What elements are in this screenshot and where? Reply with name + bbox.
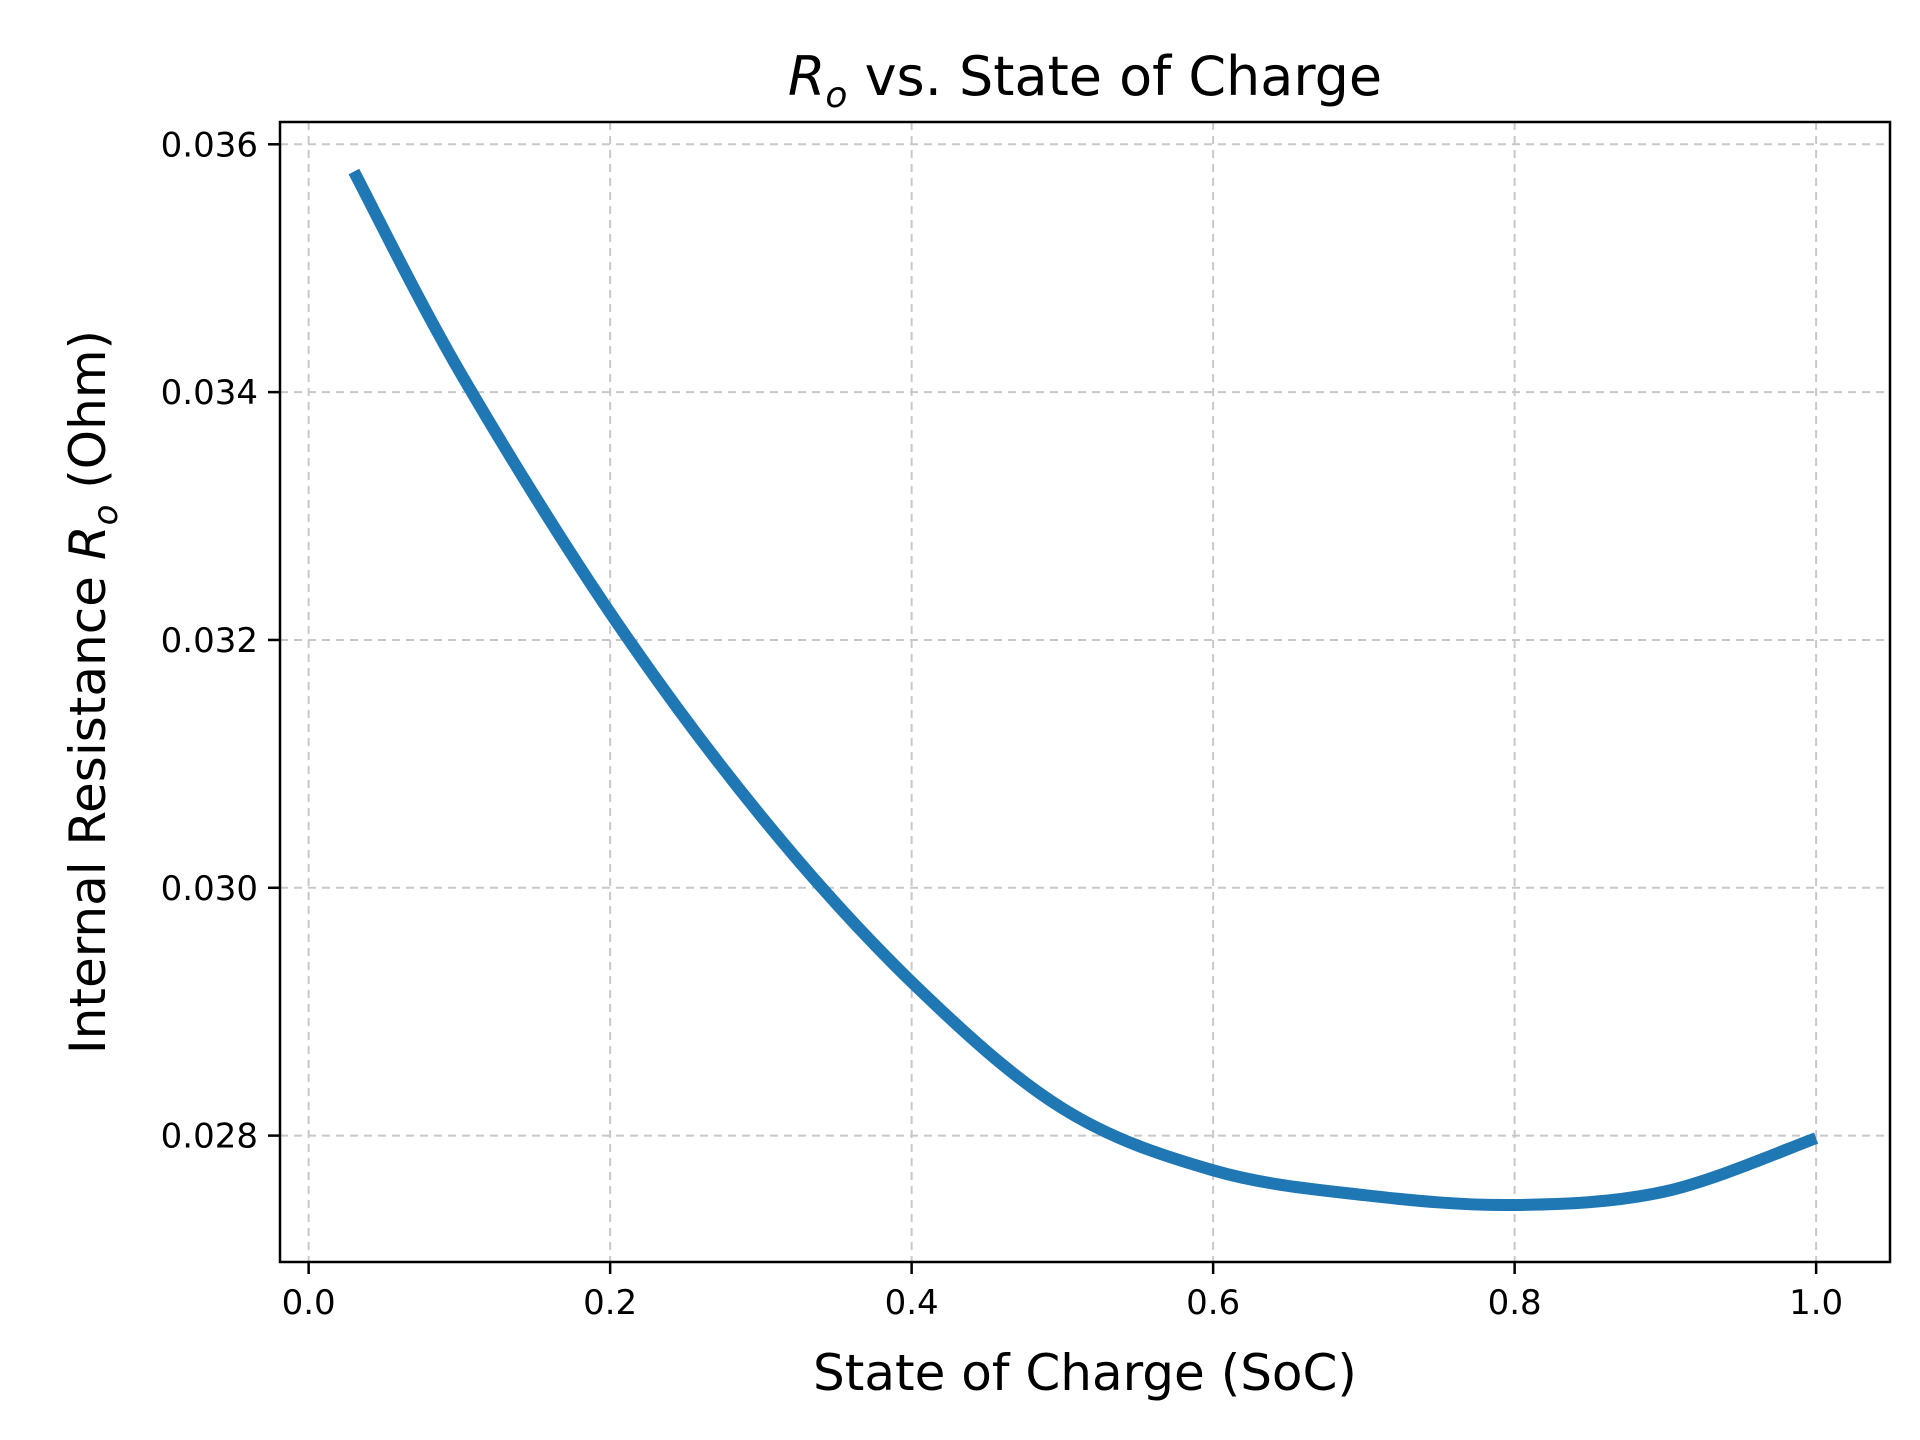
grid-lines xyxy=(280,122,1890,1262)
y-tick-label: 0.030 xyxy=(161,869,258,909)
title-variable-subscript: o xyxy=(825,75,847,116)
series-group xyxy=(348,168,1819,1212)
y-axis-ticks: 0.028 0.030 0.032 0.034 0.036 xyxy=(161,125,280,1157)
title-variable: R xyxy=(788,45,826,108)
y-tick-label: 0.034 xyxy=(161,373,258,413)
y-axis-label-variable: R xyxy=(59,525,117,560)
series-line xyxy=(348,168,1819,1212)
y-axis-label-post: (Ohm) xyxy=(59,330,117,505)
plot-frame xyxy=(278,120,1892,1264)
y-tick-label: 0.028 xyxy=(161,1117,258,1157)
y-tick-label: 0.032 xyxy=(161,621,258,661)
x-tick-label: 1.0 xyxy=(1789,1283,1843,1323)
y-axis-label: Internal Resistance Ro (Ohm) xyxy=(59,330,126,1054)
title-rest: vs. State of Charge xyxy=(847,45,1382,108)
chart-title: Ro vs. State of Charge xyxy=(788,45,1382,116)
y-tick-label: 0.036 xyxy=(161,125,258,165)
x-tick-label: 0.8 xyxy=(1488,1283,1542,1323)
x-tick-label: 0.2 xyxy=(583,1283,637,1323)
x-axis-label: State of Charge (SoC) xyxy=(813,1344,1357,1402)
x-tick-label: 0.4 xyxy=(885,1283,939,1323)
x-tick-label: 0.0 xyxy=(282,1283,336,1323)
x-axis-ticks: 0.0 0.2 0.4 0.6 0.8 1.0 xyxy=(282,1262,1843,1323)
y-axis-label-pre: Internal Resistance xyxy=(59,560,117,1054)
y-axis-label-subscript: o xyxy=(86,505,126,526)
x-tick-label: 0.6 xyxy=(1186,1283,1240,1323)
